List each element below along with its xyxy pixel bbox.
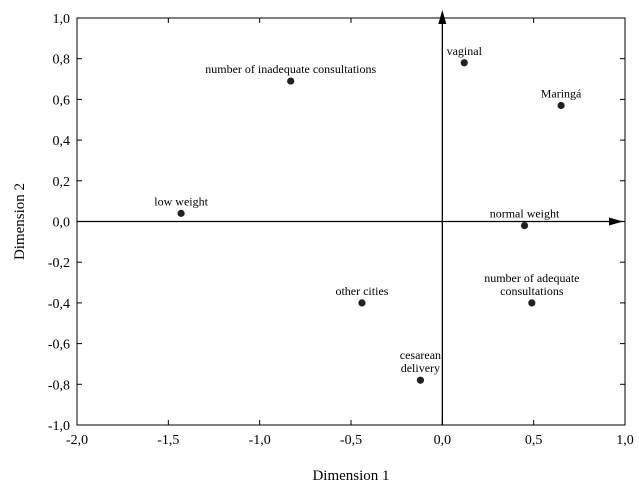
y-tick-label: 0,4 (53, 134, 71, 149)
data-point-label: consultations (500, 284, 564, 298)
data-point-label: low weight (154, 194, 208, 208)
y-tick-label: -0,8 (48, 378, 70, 393)
y-tick-label: -0,4 (48, 297, 70, 312)
x-tick-label: 1,0 (616, 433, 634, 448)
data-point-label: cesarean (400, 348, 441, 362)
y-tick-label: -0,2 (48, 256, 70, 271)
x-tick-label: -1,5 (157, 433, 179, 448)
data-point-label: other cities (335, 284, 388, 298)
data-point-marker (520, 221, 529, 230)
y-tick-label: -0,6 (48, 338, 70, 353)
data-point-label: number of inadequate consultations (205, 62, 376, 76)
data-point-label: number of adequate (484, 271, 579, 285)
data-point-label: Maringá (541, 87, 582, 101)
data-point-marker (460, 59, 468, 67)
data-points: number of inadequate consultations vagina… (154, 44, 582, 384)
y-axis-title: Dimension 2 (12, 183, 28, 260)
y-tick-label: 0,8 (53, 53, 71, 68)
x-tick-label: -1,0 (249, 433, 271, 448)
vertical-axis-arrow-icon (438, 10, 447, 24)
y-tick-label: 1,0 (53, 12, 71, 27)
data-point-marker (528, 299, 536, 307)
y-tick-label: 0,2 (53, 175, 71, 190)
x-axis-title: Dimension 1 (312, 468, 389, 484)
origin-axes (77, 10, 623, 425)
data-point-label: vaginal (447, 44, 483, 58)
y-tick-label: 0,0 (53, 216, 71, 231)
data-point-marker (177, 209, 185, 217)
data-point-label: normal weight (490, 207, 560, 221)
x-tick-label: 0,5 (525, 433, 543, 448)
x-tick-label: 0,0 (434, 433, 452, 448)
axis-ticks: -2,0 -1,5 -1,0 -0,5 0,0 0,5 1,0 -1,0 -0,8 -0,6 -0,… (48, 12, 634, 448)
y-tick-label: 0,6 (53, 93, 71, 108)
x-tick-label: -2,0 (66, 433, 88, 448)
data-point-marker (557, 101, 565, 110)
data-point-label: delivery (401, 361, 440, 375)
data-point-marker (358, 299, 366, 307)
horizontal-axis-arrow-icon (609, 217, 623, 226)
x-tick-label: -0,5 (340, 433, 362, 448)
data-point-marker (287, 77, 295, 85)
y-tick-label: -1,0 (48, 419, 70, 434)
data-point-marker (416, 376, 425, 384)
